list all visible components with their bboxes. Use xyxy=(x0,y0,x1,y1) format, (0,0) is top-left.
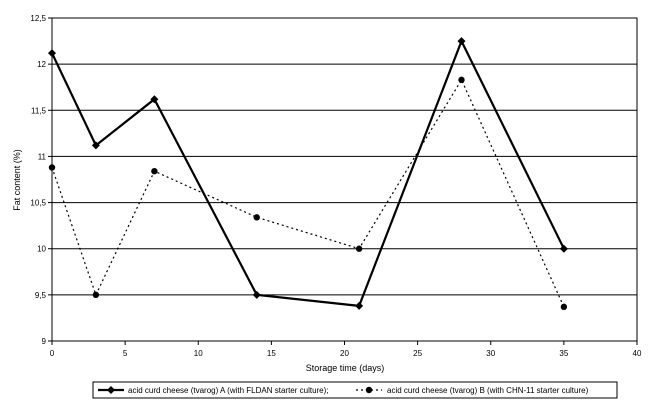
x-tick-label: 0 xyxy=(50,349,55,358)
data-point-a xyxy=(355,301,364,310)
x-axis-title: Storage time (days) xyxy=(306,363,385,373)
x-tick-label: 30 xyxy=(486,349,495,358)
gridlines xyxy=(52,63,637,296)
y-tick-label: 11,5 xyxy=(31,106,47,115)
y-axis-title: Fat content (%) xyxy=(12,149,22,211)
legend-label-a: acid curd cheese (tvarog) A (with FLDAN … xyxy=(128,386,329,395)
x-tick-label: 5 xyxy=(123,349,128,358)
data-point-b xyxy=(560,303,568,311)
data-point-b xyxy=(92,291,100,299)
x-tick-label: 25 xyxy=(413,349,422,358)
data-point-b xyxy=(458,76,465,84)
data-point-a xyxy=(252,290,261,299)
y-tick-label: 11 xyxy=(38,152,47,161)
plot-area xyxy=(51,17,638,342)
y-tick-label: 10 xyxy=(37,245,46,254)
data-point-a xyxy=(91,141,100,150)
legend-items xyxy=(98,386,382,394)
x-tick-label: 10 xyxy=(194,349,203,358)
data-point-b xyxy=(48,164,56,171)
data-point-b xyxy=(253,214,260,221)
legend-label-b: acid curd cheese (tvarog) B (with CHN-11… xyxy=(387,386,589,395)
legend-box xyxy=(92,381,618,399)
data-point-a xyxy=(48,49,56,58)
x-tick-label: 15 xyxy=(267,349,276,358)
y-tick-label: 9,5 xyxy=(35,291,47,300)
y-tick-label: 10,5 xyxy=(30,199,46,208)
data-point-b xyxy=(355,245,363,252)
y-tick-label: 12 xyxy=(37,60,46,69)
x-tick-label: 35 xyxy=(559,349,568,358)
data-point-b xyxy=(151,167,158,175)
series-layer xyxy=(48,37,568,311)
x-tick-label: 40 xyxy=(633,349,642,358)
y-tick-label: 9 xyxy=(42,337,47,346)
y-axis-ticks: 9 9,5 10 10,5 11 11,5 12 12,5 xyxy=(30,14,52,346)
legend: acid curd cheese (tvarog) A (with FLDAN … xyxy=(92,381,618,399)
legend-marker-a xyxy=(107,386,115,394)
x-tick-label: 20 xyxy=(340,349,349,358)
data-point-a xyxy=(457,37,466,46)
data-point-a xyxy=(559,244,568,253)
legend-marker-b xyxy=(365,386,373,394)
data-point-a xyxy=(150,95,159,104)
x-axis-ticks: 0 5 10 15 20 25 30 35 40 xyxy=(50,341,642,358)
y-tick-label: 12,5 xyxy=(30,14,46,23)
